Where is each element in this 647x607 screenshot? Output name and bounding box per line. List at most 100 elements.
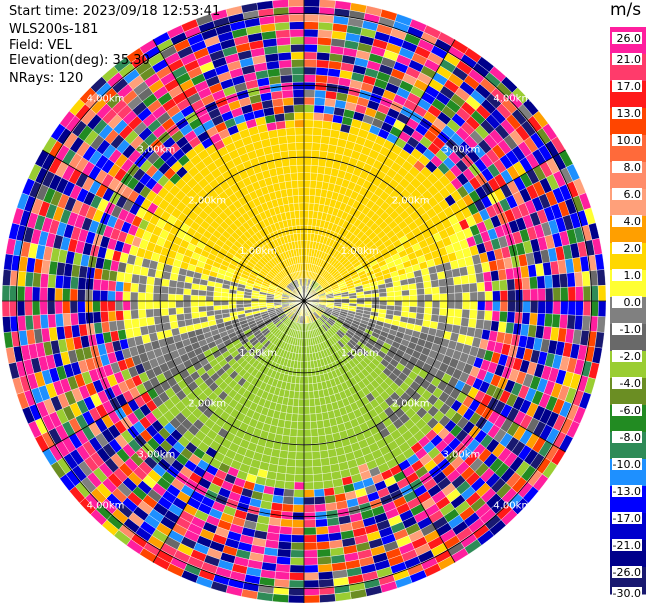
radar-gate: [320, 135, 331, 145]
radar-gate: [321, 128, 332, 138]
radar-gate: [291, 59, 305, 68]
radar-gate: [438, 285, 448, 295]
radar-gate: [137, 300, 146, 310]
radar-gate: [303, 187, 311, 196]
radar-gate: [289, 572, 305, 581]
radar-gate: [183, 312, 193, 321]
radar-gate: [314, 405, 322, 414]
radar-gate: [116, 271, 126, 283]
radar-gate: [291, 180, 299, 189]
range-ring-label: 4.00km: [493, 94, 531, 105]
range-ring-label: 3.00km: [138, 450, 176, 461]
radar-gate: [318, 21, 334, 31]
radar-gate: [393, 285, 402, 292]
radar-gate: [317, 427, 326, 437]
radar-gate: [296, 436, 305, 445]
radar-gate: [220, 296, 229, 302]
radar-gate: [273, 578, 290, 588]
nrays-label: NRays: 120: [9, 71, 84, 86]
radar-gate: [1, 300, 11, 317]
radar-gate: [303, 504, 316, 513]
radar-gate: [291, 519, 305, 528]
radar-gate: [303, 44, 318, 53]
radar-gate: [288, 435, 298, 445]
radar-gate: [69, 300, 78, 314]
radar-gate: [312, 465, 323, 475]
radar-gate: [317, 36, 332, 46]
radar-gate: [62, 313, 72, 327]
radar-gate: [303, 217, 309, 226]
radar-gate: [283, 104, 295, 114]
radar-gate: [303, 96, 315, 106]
radar-gate: [308, 195, 316, 204]
range-ring-label: 2.00km: [188, 399, 226, 410]
radar-gate: [530, 288, 539, 302]
radar-gate: [276, 128, 287, 138]
radar-gate: [130, 300, 139, 311]
radar-gate: [438, 315, 447, 324]
radar-gate: [274, 21, 290, 31]
radar-gate: [303, 527, 317, 536]
radar-gate: [2, 269, 12, 286]
radar-gate: [322, 113, 334, 123]
radar-gate: [581, 270, 591, 287]
radar-gate: [291, 534, 305, 543]
radar-gate: [296, 164, 305, 174]
radar-gate: [303, 89, 316, 98]
radar-gate: [299, 376, 305, 385]
radar-gate: [482, 319, 492, 331]
radar-gate: [243, 300, 252, 305]
radar-gate: [312, 134, 322, 144]
radar-gate: [416, 294, 425, 302]
radar-gate: [312, 119, 324, 129]
radar-gate: [69, 288, 78, 302]
radar-gate: [438, 307, 448, 317]
radar-gate: [497, 321, 507, 334]
radar-gate: [205, 295, 214, 302]
radar-gate: [597, 285, 607, 302]
radar-gate: [298, 202, 305, 211]
radar-gate: [2, 316, 12, 333]
radar-gate: [191, 311, 200, 319]
radar-gate: [297, 180, 305, 189]
range-ring-label: 3.00km: [443, 450, 481, 461]
radar-gate: [297, 413, 305, 422]
radar-gate: [454, 300, 463, 310]
radar-gate: [160, 307, 170, 317]
radar-gate: [138, 274, 148, 285]
radar-gate: [294, 127, 305, 136]
range-ring-label: 4.00km: [493, 500, 531, 511]
radar-gate: [39, 273, 49, 288]
radar-gate: [303, 564, 319, 573]
radar-gate: [175, 287, 185, 295]
radar-gate: [152, 300, 161, 310]
radar-gate: [278, 533, 292, 543]
radar-gate: [313, 481, 324, 490]
radar-gate: [303, 13, 320, 23]
radar-gate: [122, 300, 131, 311]
radar-gate: [477, 291, 486, 302]
radar-gate: [169, 320, 179, 330]
radar-gate: [115, 290, 124, 302]
radar-gate: [467, 318, 477, 329]
radar-gate: [314, 97, 326, 106]
radar-gate: [484, 281, 493, 292]
radar-gate: [290, 51, 305, 60]
radar-gate: [289, 29, 305, 38]
radar-gate: [296, 428, 305, 438]
radar-gate: [318, 578, 335, 588]
radar-gate: [183, 294, 192, 302]
radar-gate: [303, 119, 314, 128]
radar-gate: [281, 158, 290, 167]
radar-gate: [107, 290, 116, 302]
radar-gate: [453, 284, 463, 294]
radar-gate: [303, 549, 318, 558]
radar-gate: [77, 288, 86, 302]
radar-gate: [514, 289, 524, 302]
radar-gate: [303, 81, 316, 91]
radar-gate: [462, 292, 471, 302]
range-ring-label: 3.00km: [443, 145, 481, 156]
radar-gate: [107, 280, 117, 292]
radar-gate: [313, 390, 320, 399]
radar-gate: [317, 556, 332, 566]
